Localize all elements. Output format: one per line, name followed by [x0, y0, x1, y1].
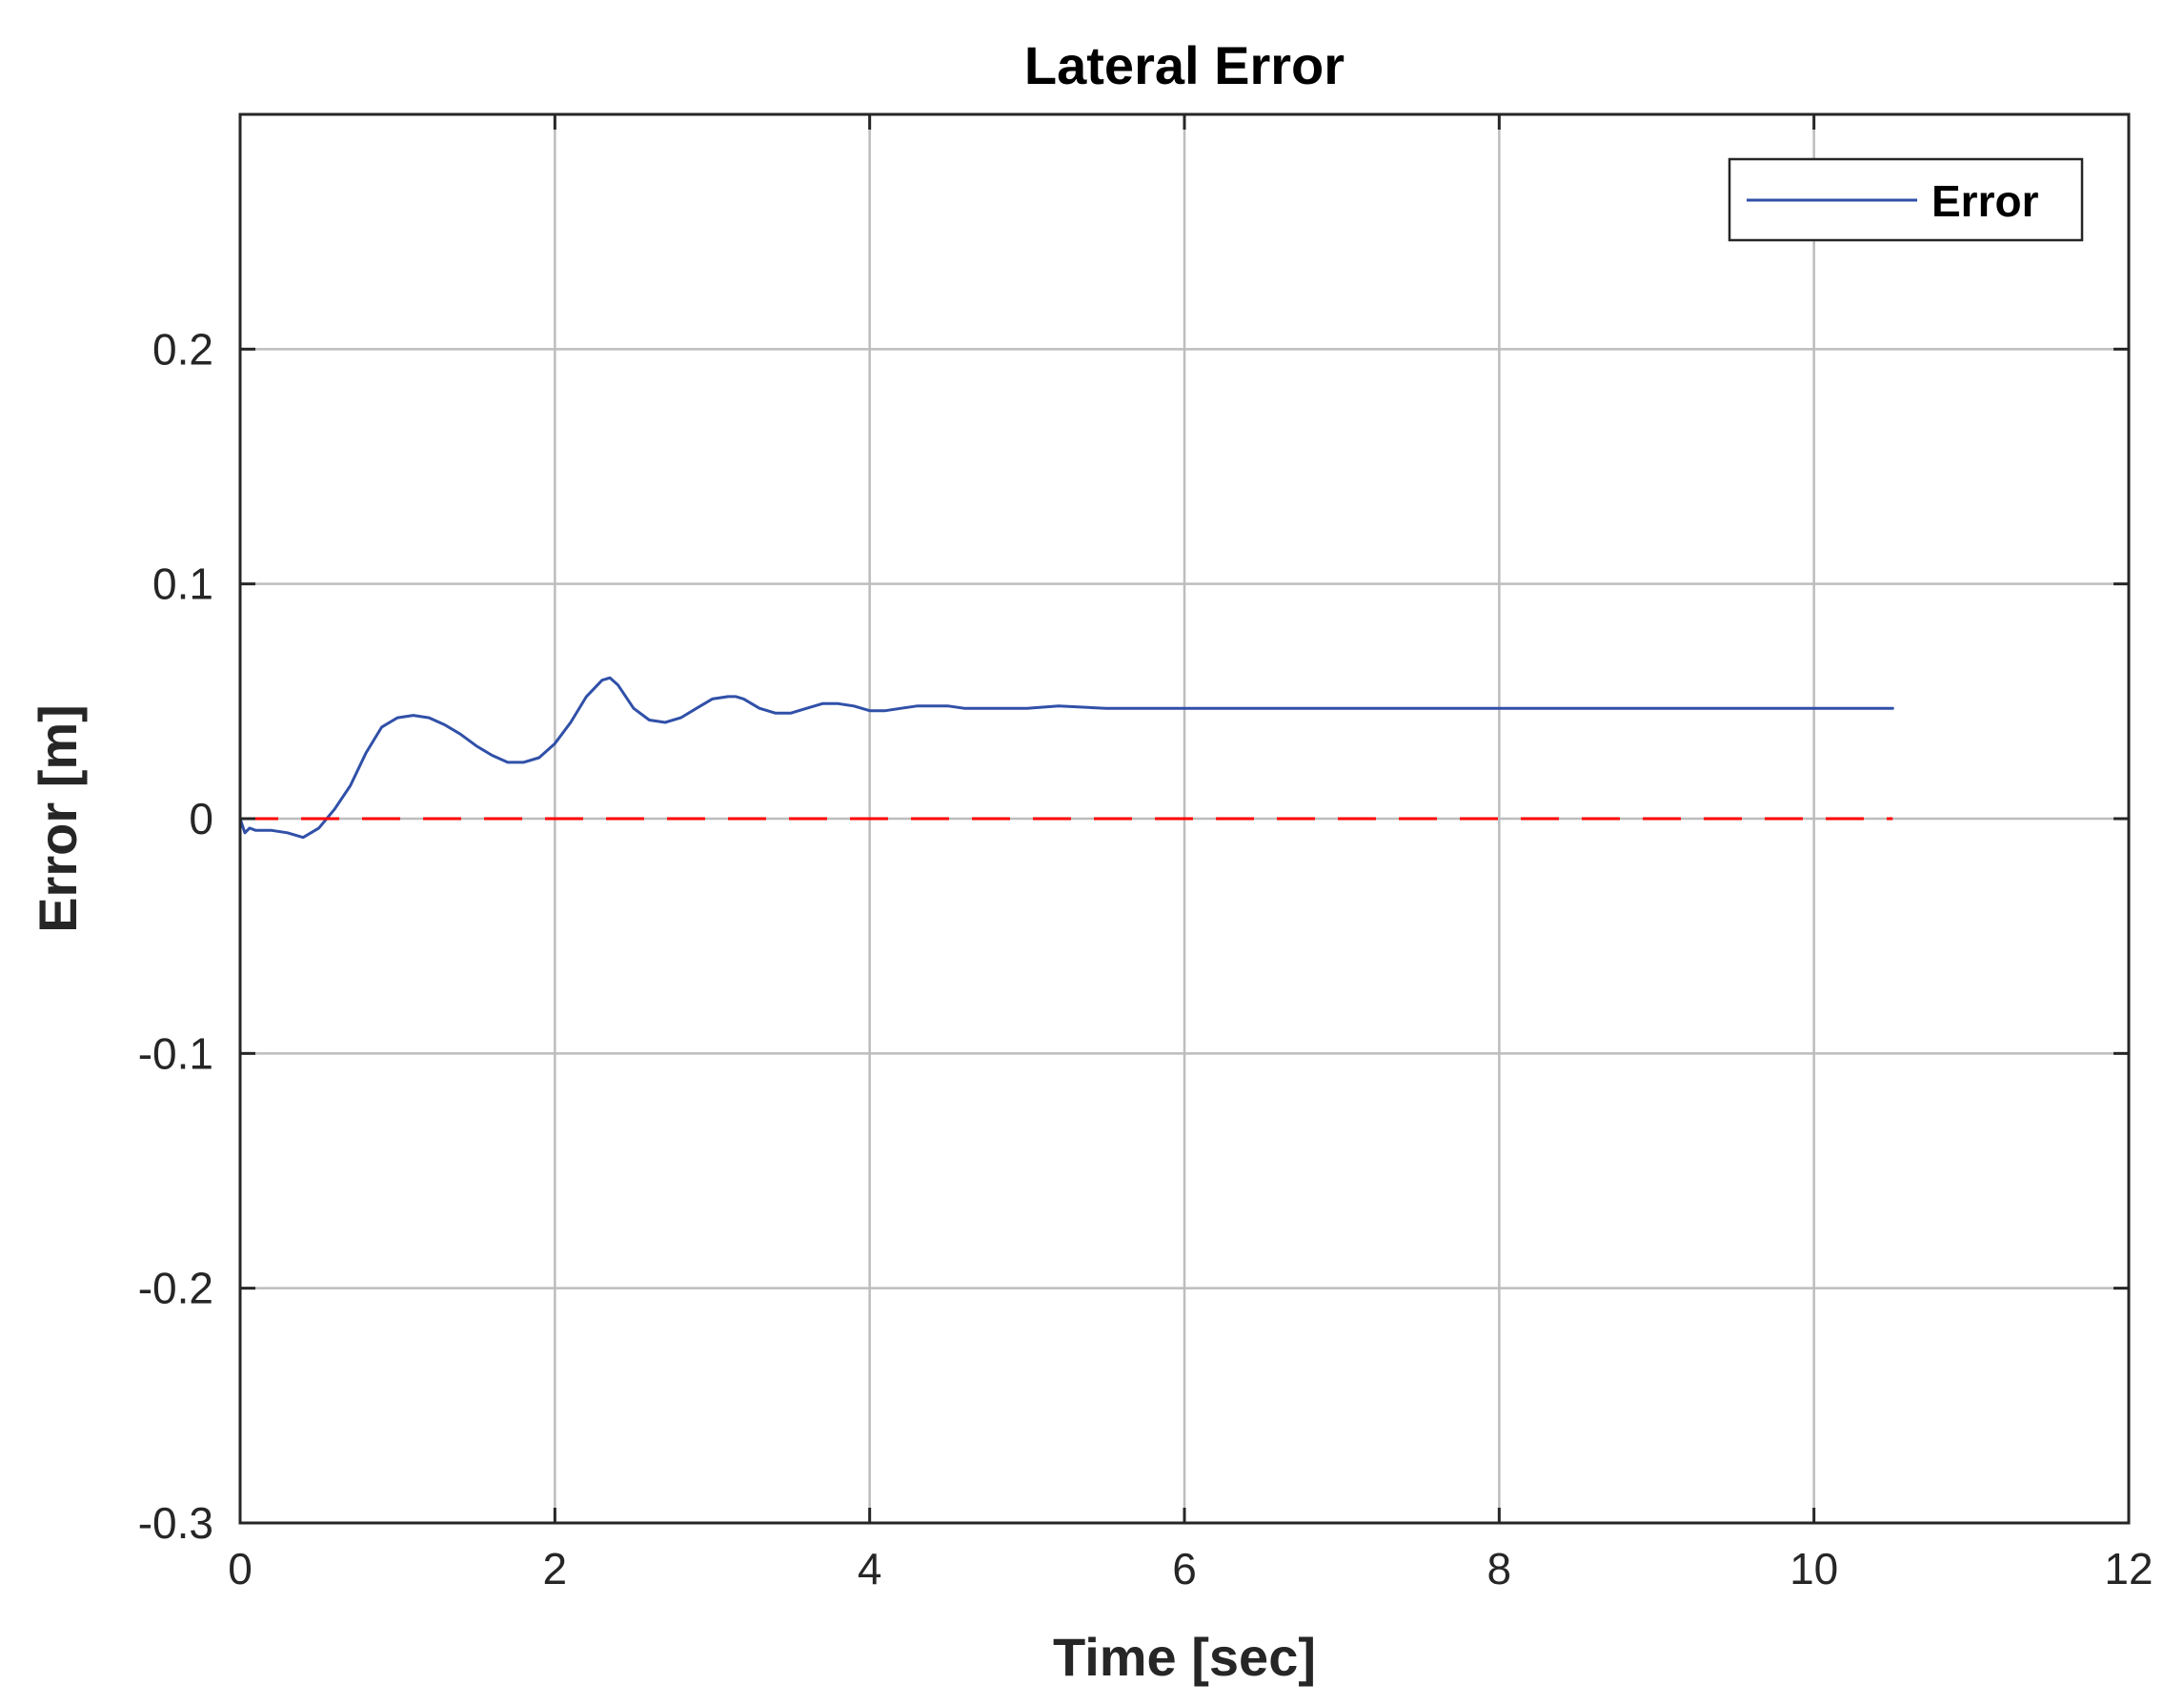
- y-tick-label: 0.2: [152, 324, 213, 374]
- chart-title: Lateral Error: [1024, 35, 1345, 95]
- legend: Error: [1728, 157, 2084, 242]
- y-tick-label: -0.1: [138, 1028, 213, 1078]
- y-tick-label: -0.3: [138, 1498, 213, 1548]
- x-tick-label: 2: [543, 1544, 568, 1593]
- y-tick-label: 0.1: [152, 559, 213, 609]
- x-tick-labels: 0 2 4 6 8 10 12: [228, 1544, 2153, 1593]
- legend-label-error: Error: [1931, 176, 2039, 226]
- series-lines: [238, 676, 1894, 840]
- x-axis-title: Time [sec]: [1053, 1627, 1316, 1687]
- x-tick-label: 12: [2104, 1544, 2153, 1593]
- y-tick-label: 0: [189, 794, 213, 843]
- x-tick-label: 0: [228, 1544, 253, 1593]
- axis-ticks: [238, 114, 2131, 1525]
- y-tick-labels: -0.3 -0.2 -0.1 0 0.1 0.2: [138, 324, 213, 1548]
- x-tick-label: 6: [1172, 1544, 1197, 1593]
- x-tick-label: 4: [858, 1544, 882, 1593]
- x-tick-label: 10: [1790, 1544, 1838, 1593]
- x-tick-label: 8: [1487, 1544, 1512, 1593]
- y-tick-label: -0.2: [138, 1264, 213, 1313]
- series-line-error: [238, 676, 1894, 840]
- y-axis-title: Error [m]: [28, 704, 88, 933]
